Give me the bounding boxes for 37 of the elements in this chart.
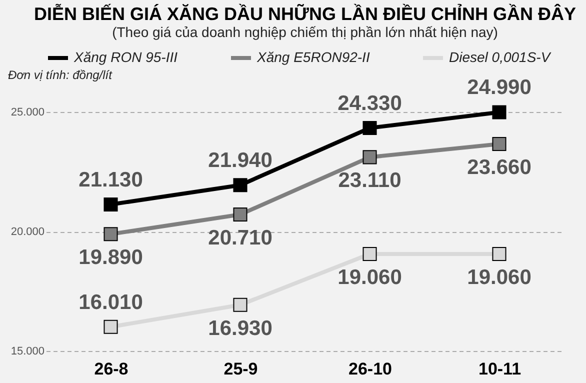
data-label: 19.060: [467, 266, 532, 289]
data-label: 16.010: [78, 290, 143, 314]
point: [104, 320, 118, 334]
data-label: 21.130: [78, 168, 143, 192]
legend-label: Xăng E5RON92-II: [256, 49, 370, 65]
data-label: 24.990: [467, 76, 532, 100]
data-label: 21.940: [208, 149, 272, 172]
point: [492, 105, 506, 120]
legend-label: Xăng RON 95-III: [73, 49, 178, 65]
data-label: 16.930: [208, 316, 272, 340]
y-tick-label: 15.000: [10, 346, 44, 358]
data-label: 19.060: [338, 266, 402, 289]
data-label: 20.710: [208, 226, 272, 250]
point: [362, 150, 377, 164]
chart-subtitle: (Theo giá của doanh nghiệp chiếm thị phần lớn nhất hiện nay): [112, 24, 498, 40]
point: [233, 178, 248, 192]
y-tick-label: 25.000: [10, 106, 44, 118]
data-label: 24.330: [338, 92, 402, 116]
point: [233, 298, 248, 312]
chart-title: DIỄN BIẾN GIÁ XĂNG DẦU NHỮNG LẦN ĐIỀU CHỈNH GẦN ĐÂY: [34, 3, 576, 24]
data-label: 23.660: [467, 156, 532, 180]
point: [362, 246, 377, 261]
point: [362, 120, 377, 136]
y-tick-label: 20.000: [10, 226, 44, 238]
point: [492, 137, 506, 152]
point: [104, 227, 118, 242]
point: [492, 246, 506, 261]
point: [233, 208, 248, 222]
x-tick-label: 10-11: [478, 360, 522, 378]
x-tick-label: 26-8: [94, 360, 128, 378]
data-label: 19.890: [78, 246, 143, 270]
legend-label: Diesel 0,001S-V: [449, 49, 552, 65]
point: [104, 197, 118, 212]
text: Đơn vị tính: đồng/lít: [8, 68, 113, 82]
data-label: 23.110: [338, 169, 402, 192]
x-tick-label: 25-9: [224, 360, 258, 378]
x-tick-label: 26-10: [348, 360, 392, 378]
